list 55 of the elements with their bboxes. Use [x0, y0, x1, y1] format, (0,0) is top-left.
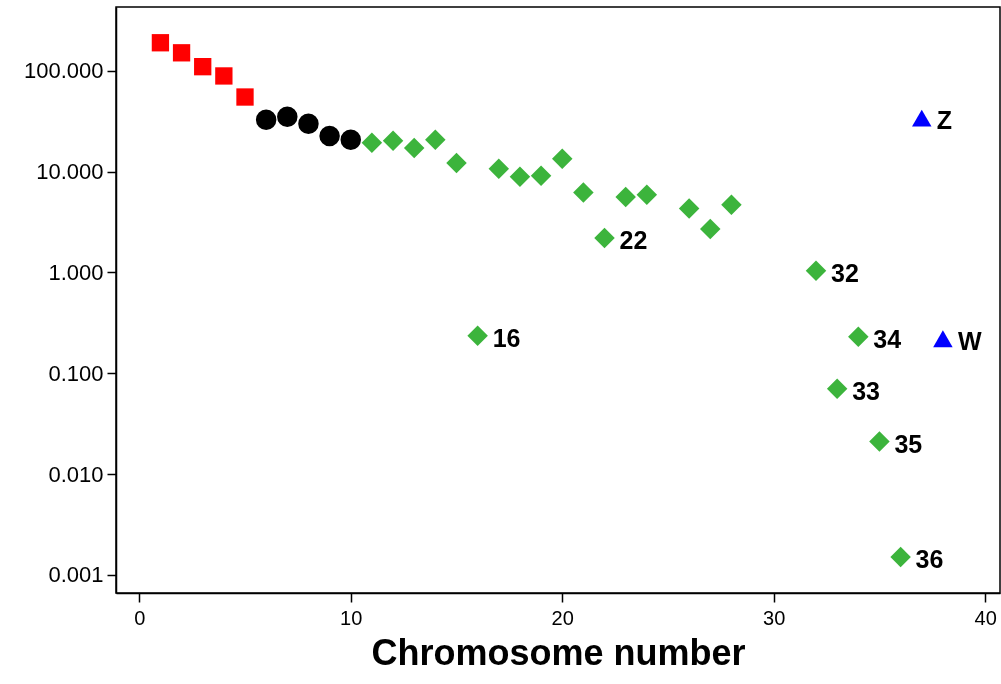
point [403, 137, 425, 159]
point [721, 194, 742, 215]
point [382, 130, 404, 152]
point [594, 227, 615, 249]
point [530, 165, 552, 187]
annotation: 35 [894, 429, 923, 458]
point [615, 186, 636, 208]
point [340, 129, 361, 151]
point [255, 109, 277, 131]
y-tick-label: 0.100 [48, 360, 104, 386]
annotation: 33 [852, 376, 880, 405]
point [194, 58, 212, 76]
y-tick-label: 1.000 [48, 259, 104, 285]
point [509, 166, 531, 187]
y-tick-label: 0.001 [48, 562, 104, 588]
point [172, 44, 191, 62]
point [805, 260, 827, 281]
point [319, 125, 340, 147]
point [551, 148, 573, 170]
annotation: 36 [915, 545, 944, 574]
point [890, 546, 911, 568]
annotation: 16 [492, 323, 521, 352]
point [636, 184, 658, 205]
x-tick-label: 10 [340, 606, 363, 629]
point [215, 67, 233, 85]
point [933, 330, 953, 348]
annotation: W [957, 326, 982, 355]
point [869, 431, 890, 452]
point [446, 152, 467, 174]
point [425, 129, 446, 151]
annotation: 22 [619, 225, 648, 254]
point [573, 182, 594, 203]
annotation: Z [936, 106, 953, 135]
x-tick-label: 20 [551, 606, 574, 629]
point [826, 378, 848, 400]
point [467, 325, 488, 347]
point [848, 326, 869, 348]
x-tick-label: 40 [974, 606, 997, 629]
point [236, 88, 254, 106]
point [678, 198, 700, 219]
y-tick-label: 0.010 [48, 461, 104, 487]
x-tick-label: 0 [134, 606, 146, 629]
point [298, 113, 319, 135]
y-tick-label: 10.000 [36, 159, 104, 185]
x-axis-title: Chromosome number [371, 631, 746, 673]
point [361, 132, 383, 154]
point [277, 106, 298, 128]
y-tick-label: 100.000 [23, 58, 104, 84]
annotation: 34 [873, 324, 902, 353]
annotation: 32 [831, 258, 859, 287]
point [151, 34, 170, 52]
x-tick-label: 30 [763, 606, 786, 629]
point [912, 109, 932, 127]
point [488, 158, 510, 179]
point [700, 218, 721, 240]
